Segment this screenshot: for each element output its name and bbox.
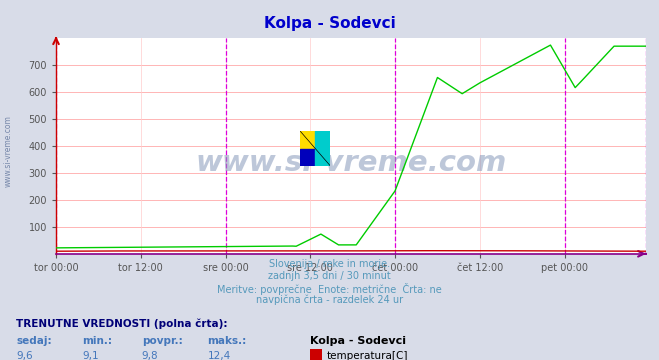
Text: Slovenija / reke in morje.: Slovenija / reke in morje. xyxy=(269,259,390,269)
Bar xyxy=(301,131,315,148)
Bar xyxy=(315,131,330,148)
Bar xyxy=(315,148,330,166)
Text: Kolpa - Sodevci: Kolpa - Sodevci xyxy=(310,336,406,346)
Text: 9,1: 9,1 xyxy=(82,351,99,360)
Text: min.:: min.: xyxy=(82,336,113,346)
Text: www.si-vreme.com: www.si-vreme.com xyxy=(195,149,507,177)
Text: maks.:: maks.: xyxy=(208,336,247,346)
Text: 12,4: 12,4 xyxy=(208,351,231,360)
Text: TRENUTNE VREDNOSTI (polna črta):: TRENUTNE VREDNOSTI (polna črta): xyxy=(16,319,228,329)
Text: 9,6: 9,6 xyxy=(16,351,33,360)
Text: Kolpa - Sodevci: Kolpa - Sodevci xyxy=(264,16,395,31)
Bar xyxy=(301,148,315,166)
Text: 9,8: 9,8 xyxy=(142,351,158,360)
Text: povpr.:: povpr.: xyxy=(142,336,183,346)
Text: www.si-vreme.com: www.si-vreme.com xyxy=(4,115,13,187)
Text: navpična črta - razdelek 24 ur: navpična črta - razdelek 24 ur xyxy=(256,295,403,305)
Text: temperatura[C]: temperatura[C] xyxy=(326,351,408,360)
Text: sedaj:: sedaj: xyxy=(16,336,52,346)
Text: Meritve: povprečne  Enote: metrične  Črta: ne: Meritve: povprečne Enote: metrične Črta:… xyxy=(217,283,442,295)
Text: zadnjh 3,5 dni / 30 minut: zadnjh 3,5 dni / 30 minut xyxy=(268,271,391,281)
